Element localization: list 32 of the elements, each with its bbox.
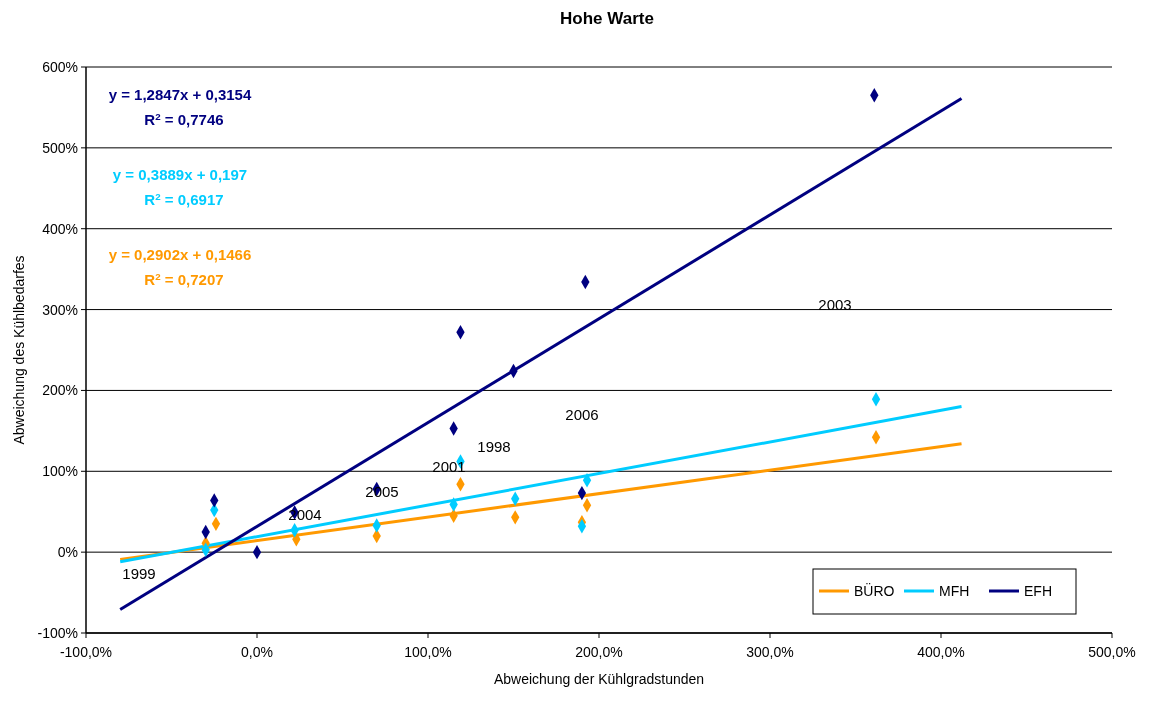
y-tick-label: 600%	[42, 59, 78, 75]
annotation: R$^{2}$ = 0,7207	[144, 270, 224, 288]
y-tick-label: 500%	[42, 139, 78, 156]
x-tick-label: 200,0%	[575, 644, 623, 660]
annotation: y = 1,2847x + 0,3154	[108, 86, 252, 103]
x-tick-label: 500,0%	[1088, 644, 1136, 660]
x-axis-title: Abweichung der Kühlgradstunden	[493, 671, 705, 687]
annotation: 2006	[565, 406, 599, 423]
chart-title: Hohe Warte	[560, 9, 654, 28]
annotation: R$^{2}$ = 0,6917	[144, 190, 224, 208]
legend-label: MFH	[939, 583, 970, 599]
annotation: y = 0,2902x + 0,1466	[108, 246, 252, 263]
x-tick-label: 300,0%	[746, 644, 794, 660]
x-tick-label: 100,0%	[404, 644, 452, 660]
x-tick-label: 0,0%	[241, 644, 273, 660]
y-tick-label: 400%	[42, 220, 78, 237]
annotation: 2003	[818, 296, 852, 313]
annotation: 2001	[432, 458, 466, 475]
y-tick-label: 100%	[42, 463, 78, 480]
y-tick-label: 200%	[42, 382, 78, 399]
annotation: 1998	[477, 438, 511, 455]
x-tick-label: 400,0%	[917, 644, 965, 660]
x-tick-label: -100,0%	[59, 644, 113, 660]
annotation: y = 0,3889x + 0,197	[112, 166, 248, 183]
y-tick-label: 300%	[42, 301, 78, 318]
y-tick-label: -100%	[37, 625, 78, 641]
y-axis-title: Abweichung des Kühlbedarfes	[11, 255, 27, 445]
legend-label: BÜRO	[854, 582, 895, 599]
annotation: 1999	[122, 565, 156, 582]
legend-label: EFH	[1024, 583, 1052, 599]
annotation: R$^{2}$ = 0,7746	[144, 110, 224, 128]
y-tick-label: 0%	[57, 544, 78, 561]
